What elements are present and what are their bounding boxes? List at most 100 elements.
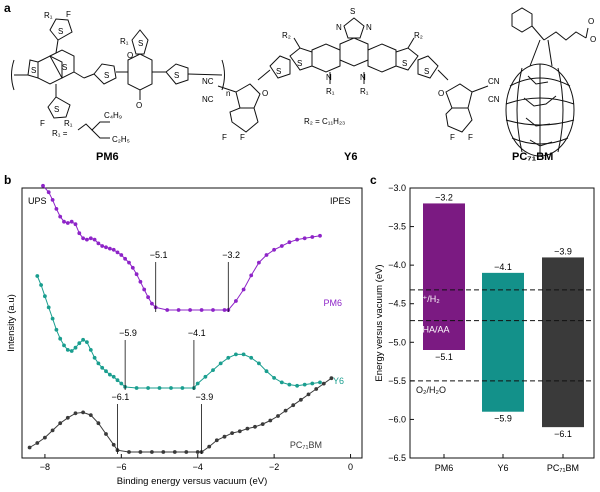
pm6-atom-r1-bottom: R₁ [64,119,73,128]
data-point [35,274,40,278]
homo-label: −5.9 [494,414,512,424]
pc71bm-atom-o-carbonyl: O [588,17,594,26]
c-y-tick-label: −5.5 [388,376,406,386]
data-point [81,236,85,241]
pm6-atom-s-core-b: S [62,63,67,72]
data-point [54,327,59,332]
y6-atom-f-left-b: F [240,133,245,142]
y6-atom-r2-left: R₂ [282,31,291,40]
onset-label: −6.1 [112,392,130,402]
bar-pm6 [423,203,465,350]
pm6-label: PM6 [96,151,119,163]
y6-atom-n-core-left: N [326,73,332,82]
data-point [230,431,235,435]
data-point [39,283,43,287]
data-point [150,301,154,306]
data-point [73,345,78,350]
onset-label: −5.1 [150,250,168,260]
y6-atom-o-right: O [438,89,444,98]
series-line-y6 [36,275,321,389]
data-point [195,450,200,454]
lumo-label: −3.9 [554,246,572,256]
data-point [41,183,45,188]
bar-y6 [482,272,524,412]
y6-r2-definition: R₂ = C₁₁H₂₃ [304,117,345,126]
panel-b-xlabel: Binding energy versus vacuum (eV) [117,476,268,487]
data-point [184,450,189,454]
data-point [138,279,143,284]
data-point [214,438,219,443]
panel-b-ticks: −8 −6 −4 −2 0 [40,454,353,472]
data-point [199,308,204,312]
data-point [58,214,63,219]
data-point [142,287,147,292]
pm6-atom-o-bottom: O [136,101,142,110]
pm6-bracket-left [11,59,15,91]
c-category-label: PM6 [435,463,454,473]
y6-atom-r2-right: R₂ [414,31,423,40]
data-point [85,340,89,344]
data-point [73,222,78,227]
data-point [188,308,193,312]
data-point [264,369,269,374]
data-point [65,348,70,352]
pm6-atom-s-bdd: S [138,39,143,48]
data-point [50,198,55,202]
series-pm6: PM6 [41,183,342,312]
data-point [260,422,265,426]
data-point [27,445,32,450]
c-y-tick-label: −4.5 [388,299,406,309]
pm6-atom-s-bridge: S [104,71,109,80]
data-point [276,414,280,418]
onset-label: −3.9 [196,392,214,402]
data-point [253,424,257,429]
series-line-pc71bm [29,377,332,453]
panel-c-ylabel: Energy versus vacuum (eV) [374,264,385,381]
data-point [299,397,303,402]
data-point [180,386,185,390]
lumo-label: −3.2 [435,192,453,202]
data-point [318,380,322,385]
data-point [92,355,97,360]
panel-b-spectra: −8 −6 −4 −2 0 PM6 Y6 PC₇₁BM −5.1 −3.2 −5.9 −4.1 −6… [6,183,363,487]
data-point [249,355,254,360]
y6-atom-n-right: N [366,23,372,32]
data-point [65,221,70,225]
data-point [249,273,254,278]
pm6-atom-s-right: S [174,71,179,80]
pm6-atom-f-top: F [66,10,71,19]
c-y-tick-label: −6.5 [388,453,406,463]
data-point [50,428,55,433]
reference-label: O₂/H₂O [416,385,446,395]
data-point [96,421,101,426]
data-point [287,240,292,245]
data-point [46,190,51,195]
data-point [43,435,47,440]
y6-atom-cn-top: CN [488,77,500,86]
pc71bm-label: PC₇₁BM [512,151,553,163]
data-point [62,219,66,224]
data-point [111,247,116,252]
data-point [241,352,246,357]
data-point [130,265,135,270]
pc71bm-atom-o-ester: O [590,35,596,44]
data-point [119,253,124,257]
data-point [100,365,105,370]
data-point [69,219,74,224]
data-point [150,450,154,454]
panel-b-onsets: −5.1 −3.2 −5.9 −4.1 −6.1 −3.9 [112,250,240,454]
data-point [81,337,85,342]
b-x-tick-label: −4 [193,462,203,472]
data-point [35,441,40,445]
data-point [73,411,78,416]
data-point [85,237,89,242]
b-x-tick-label: 0 [348,462,353,472]
data-point [272,376,276,380]
data-point [211,368,215,372]
panel-b-ylabel: Intensity (a.u) [6,294,17,352]
homo-label: −5.1 [435,352,453,362]
data-point [295,383,299,388]
data-point [272,247,276,252]
y6-atom-s-left: S [297,59,302,68]
data-point [268,418,273,423]
